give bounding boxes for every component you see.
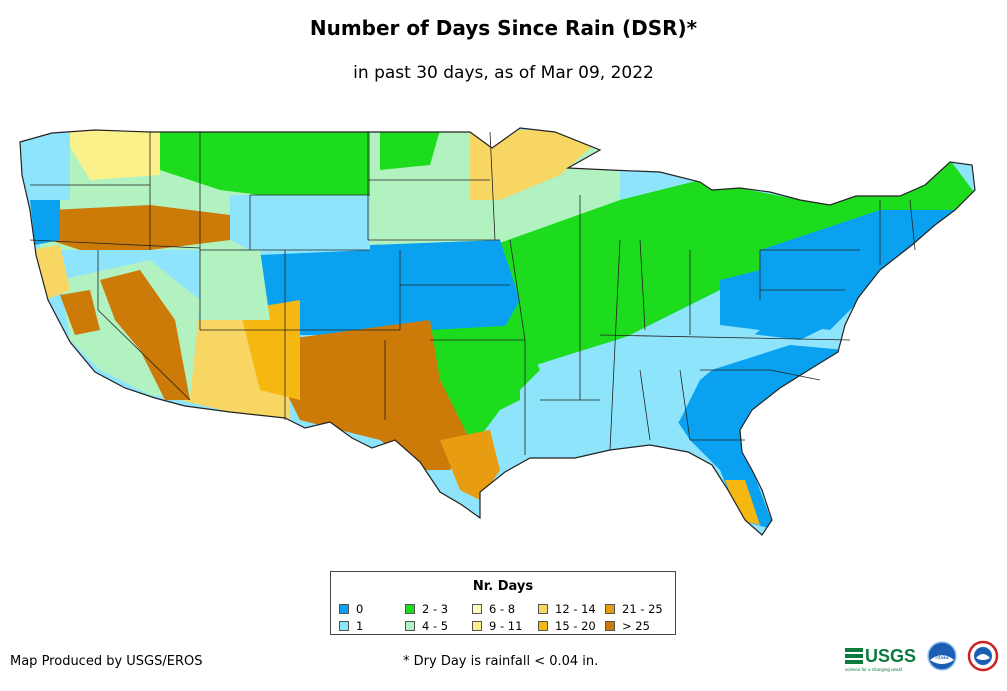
legend-label: 2 - 3 <box>422 602 449 616</box>
legend-item-0: 0 <box>339 602 363 616</box>
legend-label: 15 - 20 <box>555 619 596 633</box>
legend-item-3: 4 - 5 <box>405 619 448 633</box>
legend-label: 6 - 8 <box>489 602 516 616</box>
legend-swatch <box>405 621 415 631</box>
legend-swatch <box>605 621 615 631</box>
legend-item-9: > 25 <box>605 619 650 633</box>
legend-item-7: 15 - 20 <box>538 619 596 633</box>
usgs-tagline: science for a changing world <box>845 667 903 672</box>
legend-swatch <box>605 604 615 614</box>
legend-item-5: 9 - 11 <box>472 619 522 633</box>
legend-label: > 25 <box>622 619 650 633</box>
us-dsr-map <box>19 127 976 536</box>
map-subtitle: in past 30 days, as of Mar 09, 2022 <box>353 63 654 83</box>
legend-swatch <box>405 604 415 614</box>
legend-label: 12 - 14 <box>555 602 596 616</box>
usgs-wordmark: USGS <box>865 646 916 666</box>
legend-label: 1 <box>356 619 364 633</box>
legend-swatch <box>538 621 548 631</box>
dry-day-note: * Dry Day is rainfall < 0.04 in. <box>403 654 599 669</box>
legend-swatch <box>472 621 482 631</box>
legend-item-4: 6 - 8 <box>472 602 515 616</box>
noaa-wordmark: noaa <box>935 655 949 661</box>
legend-title: Nr. Days <box>472 579 534 594</box>
usgs-logo: USGS science for a changing world <box>845 646 916 672</box>
nws-logo <box>967 640 999 672</box>
state-boundaries <box>29 131 916 455</box>
legend-label: 0 <box>356 602 364 616</box>
legend-item-2: 2 - 3 <box>405 602 448 616</box>
map-title: Number of Days Since Rain (DSR)* <box>309 16 698 40</box>
legend-label: 9 - 11 <box>489 619 523 633</box>
dsr-color-regions <box>20 128 975 535</box>
legend: Nr. Days 0 1 2 - 3 4 - 5 6 - 8 9 - 11 12… <box>330 571 676 635</box>
noaa-logo: noaa <box>927 641 957 671</box>
legend-label: 21 - 25 <box>622 602 663 616</box>
legend-item-8: 21 - 25 <box>605 602 663 616</box>
agency-logos: USGS science for a changing world noaa <box>845 640 999 672</box>
us-outline <box>19 127 976 536</box>
legend-swatch <box>339 621 349 631</box>
legend-label: 4 - 5 <box>422 619 449 633</box>
legend-item-1: 1 <box>339 619 363 633</box>
legend-item-6: 12 - 14 <box>538 602 596 616</box>
legend-swatch <box>339 604 349 614</box>
producer-credit: Map Produced by USGS/EROS <box>10 654 203 669</box>
legend-swatch <box>538 604 548 614</box>
legend-swatch <box>472 604 482 614</box>
